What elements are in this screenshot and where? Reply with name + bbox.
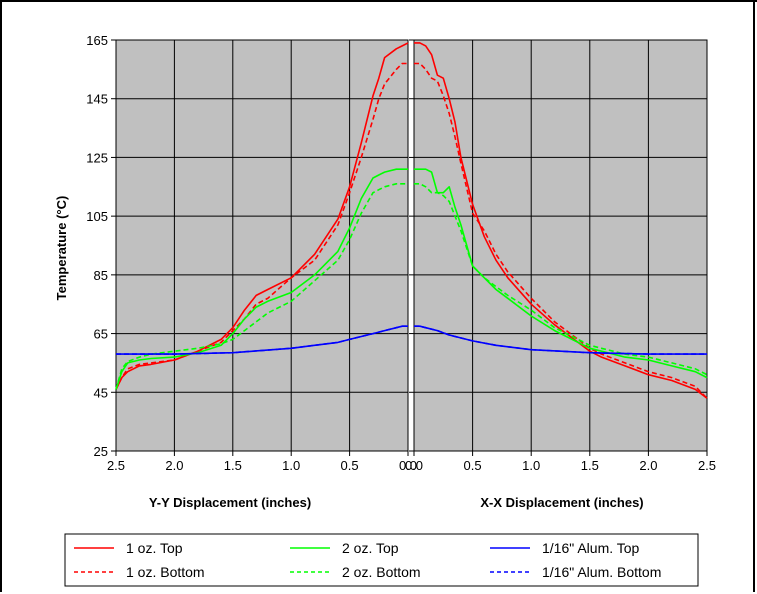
- x-tick-label: 0.0: [399, 458, 417, 473]
- y-tick-label: 145: [86, 92, 108, 107]
- legend-label: 1 oz. Top: [126, 540, 183, 556]
- x-axis-label-right: X-X Displacement (inches): [480, 495, 643, 510]
- y-tick-label: 65: [94, 327, 108, 342]
- x-tick-label: 1.5: [581, 458, 599, 473]
- grid-lines: [111, 39, 708, 456]
- series-line: [116, 325, 408, 355]
- plot-area-0: [115, 39, 409, 452]
- y-tick-label: 85: [94, 268, 108, 283]
- series-lines: [115, 42, 708, 399]
- series-line: [414, 168, 708, 379]
- x-tick-label: 2.0: [165, 458, 183, 473]
- series-line: [115, 42, 409, 390]
- series-line: [414, 62, 708, 399]
- plot-areas: [115, 39, 708, 452]
- x-tick-label: 0.0: [405, 458, 423, 473]
- y-tick-label: 105: [86, 209, 108, 224]
- legend: 1 oz. Top 2 oz. Top 1/16" Alum. Top 1 oz. B…: [64, 533, 699, 587]
- y-tick-label: 125: [86, 150, 108, 165]
- legend-label: 2 oz. Top: [342, 540, 399, 556]
- series-line: [115, 62, 408, 390]
- series-line: [115, 183, 408, 390]
- x-tick-label: 1.5: [224, 458, 242, 473]
- tick-labels: 2.5 2.0 1.5 1.0 0.5 0.00.0 0.5 1.0 1.5 2.0 2.5 165 1…: [86, 33, 716, 473]
- legend-box: [64, 533, 699, 587]
- x-tick-label: 1.0: [282, 458, 300, 473]
- x-tick-label: 0.5: [464, 458, 482, 473]
- x-tick-label: 1.0: [522, 458, 540, 473]
- series-line: [414, 183, 708, 376]
- y-tick-label: 25: [94, 444, 108, 459]
- legend-label: 1/16" Alum. Bottom: [542, 564, 661, 580]
- x-tick-label: 0.5: [341, 458, 359, 473]
- y-axis-label: Temperature (°C): [54, 196, 69, 301]
- legend-label: 1 oz. Bottom: [126, 564, 205, 580]
- x-tick-label: 2.0: [639, 458, 657, 473]
- top-border: [0, 0, 757, 2]
- x-axis-label-left: Y-Y Displacement (inches): [149, 495, 311, 510]
- y-tick-label: 45: [94, 385, 108, 400]
- series-line: [414, 325, 707, 355]
- x-tick-label: 2.5: [107, 458, 125, 473]
- series-line: [414, 42, 708, 399]
- y-tick-label: 165: [86, 33, 108, 48]
- legend-label: 2 oz. Bottom: [342, 564, 421, 580]
- series-line: [115, 168, 408, 390]
- plot-area-1: [413, 39, 708, 452]
- legend-label: 1/16" Alum. Top: [542, 540, 640, 556]
- x-tick-label: 2.5: [698, 458, 716, 473]
